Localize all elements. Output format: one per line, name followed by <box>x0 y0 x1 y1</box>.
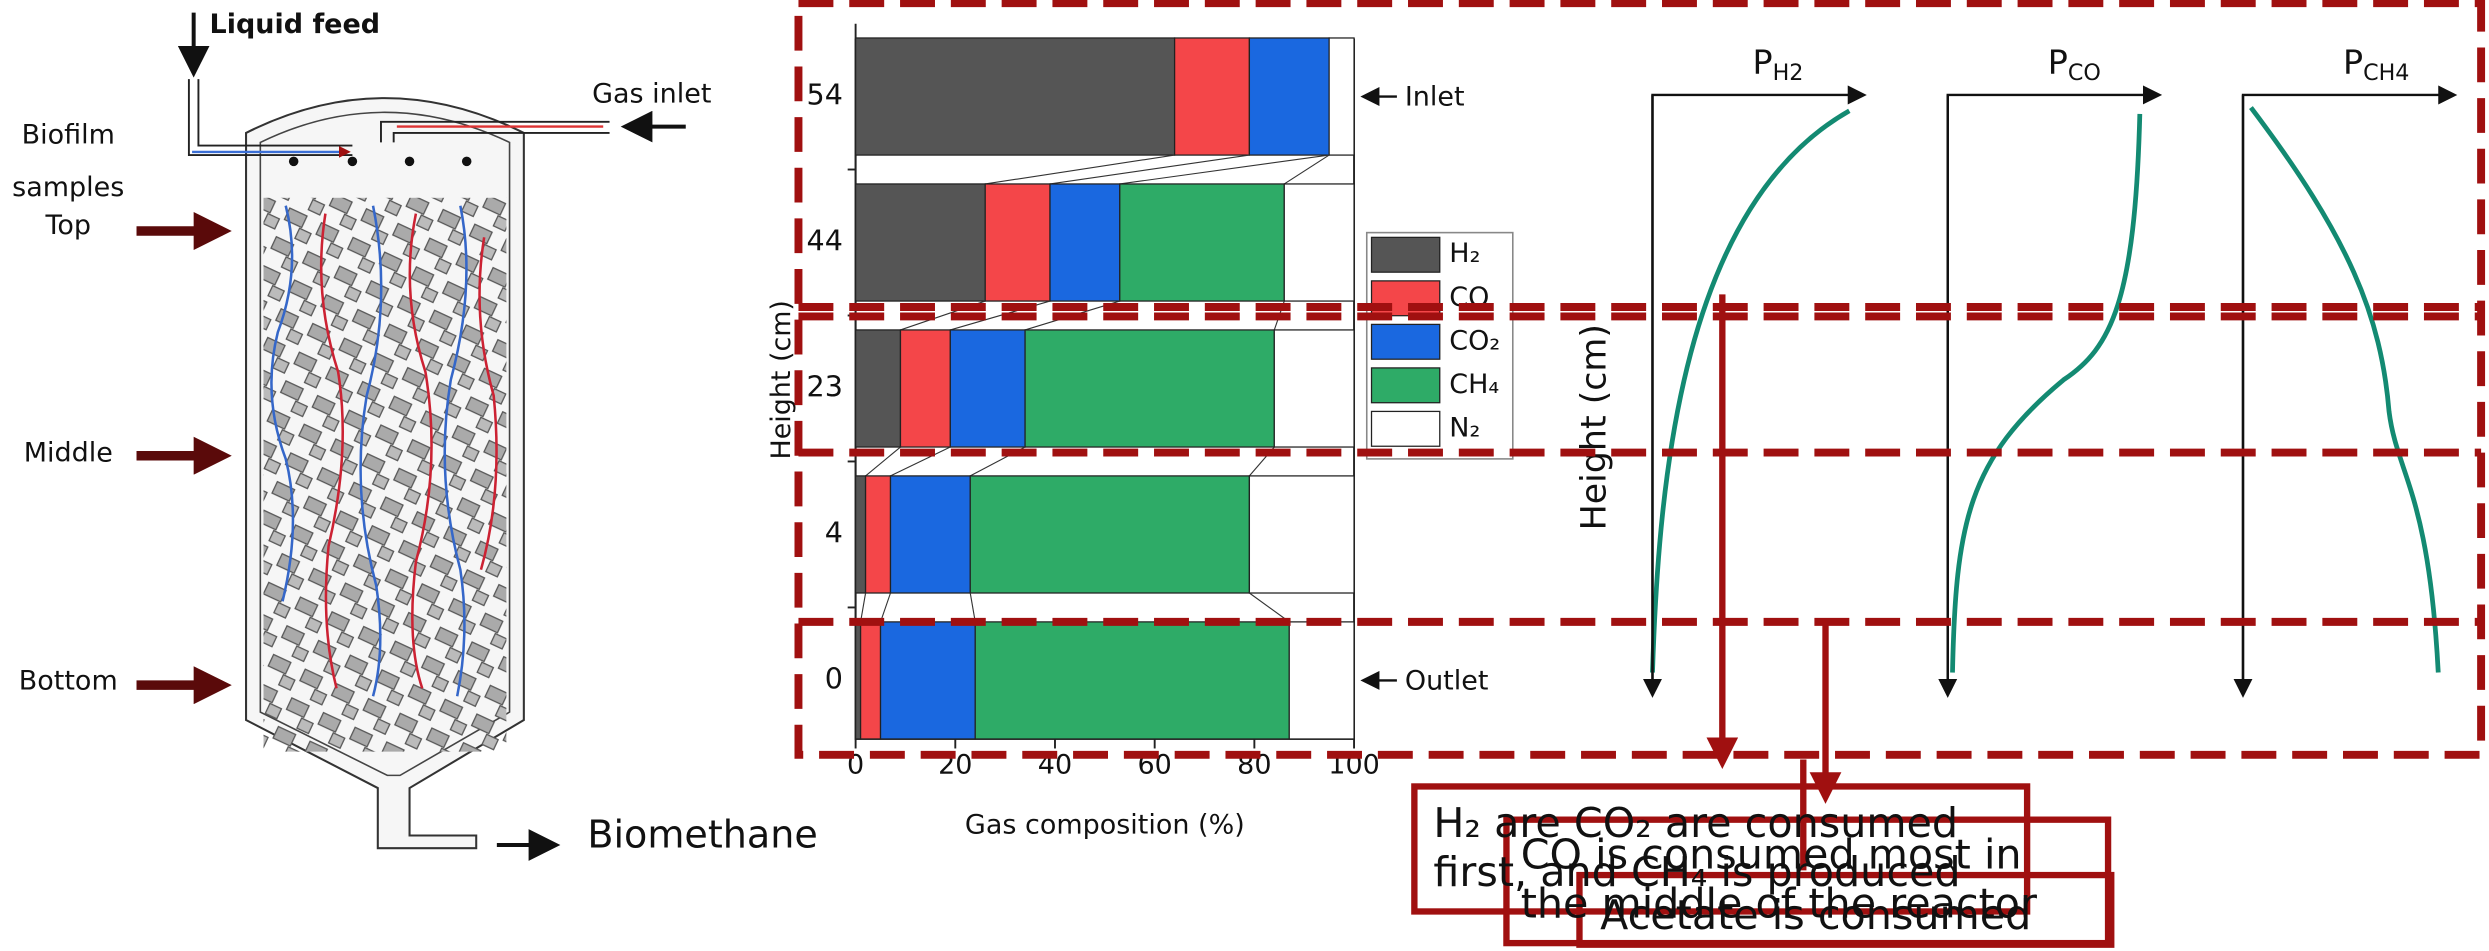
annotation: Outlet <box>1405 666 1489 697</box>
x-axis-label: Gas composition (%) <box>965 810 1245 841</box>
profile-curve <box>1652 111 1849 673</box>
bar-segment <box>1120 184 1284 301</box>
bar-segment <box>970 476 1249 593</box>
reactor: Liquid feed Gas inlet Biofilm samples To… <box>12 9 818 857</box>
profile-label-main: P <box>2343 42 2363 81</box>
figure: Liquid feed Gas inlet Biofilm samples To… <box>0 0 2489 951</box>
label: Biomethane <box>587 813 817 857</box>
y-tick-label: 4 <box>825 516 843 549</box>
bar-segment <box>890 476 970 593</box>
connector <box>1249 593 1289 622</box>
label: Top <box>44 210 91 241</box>
legend-label: N₂ <box>1449 412 1480 443</box>
note-text: Acetate is consumed <box>1600 891 2031 939</box>
profile-label-main: P <box>2048 42 2068 81</box>
profile-label-sub: CO <box>2068 59 2101 85</box>
profile-label: PH2 <box>1752 42 1803 85</box>
sample-arrows <box>137 231 223 685</box>
bar-segment <box>1175 38 1250 155</box>
profile-label: PCO <box>2048 42 2101 85</box>
legend-swatch <box>1372 411 1440 446</box>
annotation: Inlet <box>1405 82 1465 113</box>
connector <box>970 593 975 622</box>
bar-segment <box>1050 184 1120 301</box>
profile-label-sub: H2 <box>1773 59 1804 85</box>
legend-label: H₂ <box>1449 238 1480 269</box>
bar-segment <box>1025 330 1274 447</box>
label: Bottom <box>19 666 118 697</box>
profile-label: PCH4 <box>2343 42 2409 85</box>
bar-segment <box>856 330 901 447</box>
y-tick-label: 23 <box>807 371 843 404</box>
label: Biofilm <box>22 120 115 151</box>
legend-swatch <box>1372 237 1440 272</box>
label: Gas inlet <box>592 78 711 109</box>
bar-segment <box>881 622 976 739</box>
y-axis-label: Height (cm) <box>766 300 797 459</box>
bar-segment <box>950 330 1025 447</box>
bar-segment <box>856 476 866 593</box>
bar-segment <box>856 184 986 301</box>
connector <box>861 593 866 622</box>
profile-axis <box>1652 95 1862 693</box>
profile-curve <box>1953 114 2140 673</box>
y-tick-label: 54 <box>807 79 843 112</box>
y-tick-label: 0 <box>825 662 843 695</box>
legend-label: CH₄ <box>1449 369 1499 400</box>
profile-label-sub: CH4 <box>2363 59 2409 85</box>
label: Liquid feed <box>210 9 381 40</box>
bar-segment <box>1274 330 1354 447</box>
profile-axis <box>1948 95 2158 693</box>
bar-segment <box>856 622 861 739</box>
legend-swatch <box>1372 324 1440 359</box>
note-text: CO is consumed most in <box>1521 831 2022 879</box>
bar-segment <box>1249 476 1354 593</box>
profile-label-main: P <box>1752 42 1772 81</box>
legend-swatch <box>1372 368 1440 403</box>
bar-segment <box>1249 38 1329 155</box>
bar-segment <box>1329 38 1354 155</box>
packing <box>264 198 507 752</box>
label: samples <box>12 172 124 203</box>
profile-axis <box>2243 95 2453 693</box>
profile-curve <box>2251 108 2438 673</box>
bar-segment <box>985 184 1050 301</box>
connector <box>1284 155 1329 184</box>
bar-segment <box>866 476 891 593</box>
bar-segment <box>975 622 1289 739</box>
bar-segment <box>1284 184 1354 301</box>
y-tick-label: 44 <box>807 225 843 258</box>
bar-segment <box>861 622 881 739</box>
axis-label: Height (cm) <box>1574 324 1614 530</box>
bar-segment <box>1289 622 1354 739</box>
bar-segment <box>856 38 1175 155</box>
label: Middle <box>24 438 113 469</box>
bar-segment <box>900 330 950 447</box>
connector <box>881 593 891 622</box>
page: Liquid feed Gas inlet Biofilm samples To… <box>0 0 2489 951</box>
legend-label: CO₂ <box>1449 325 1500 356</box>
figure-content: Liquid feed Gas inlet Biofilm samples To… <box>12 3 2481 945</box>
